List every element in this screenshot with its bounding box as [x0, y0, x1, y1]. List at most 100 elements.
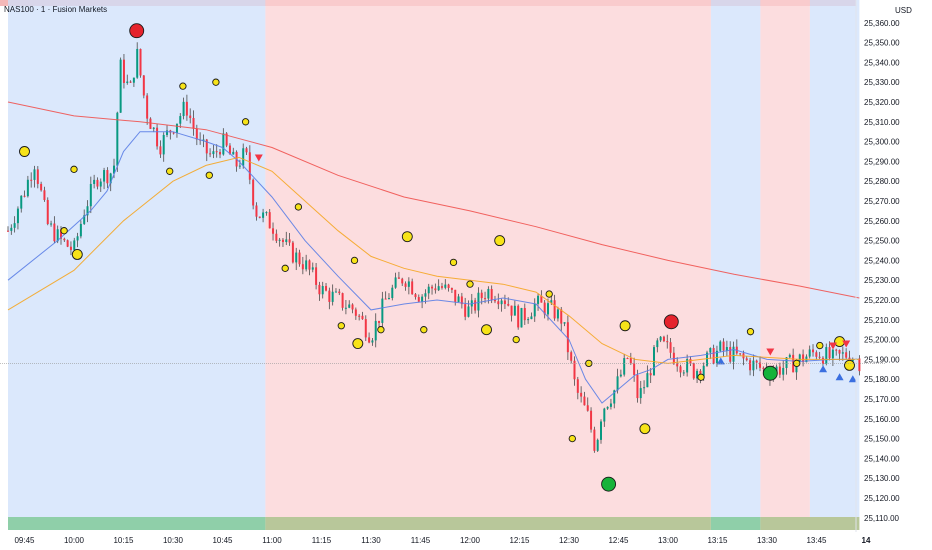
- candle-body: [397, 277, 400, 279]
- candle-body: [431, 286, 434, 289]
- candle-body: [265, 212, 268, 214]
- price-tick-label: 25,280.00: [864, 177, 900, 186]
- candle-body: [523, 308, 526, 321]
- candle-body: [540, 295, 543, 303]
- signal-dot-dot_yellow: [449, 258, 458, 267]
- price-tick-label: 25,170.00: [864, 395, 900, 404]
- price-tick-label: 25,350.00: [864, 39, 900, 48]
- time-tick-label: 13:15: [707, 536, 728, 545]
- candle-body: [245, 148, 248, 153]
- signal-dot-dot_yellow: [420, 326, 428, 334]
- candle-body: [490, 288, 493, 301]
- candle-body: [341, 293, 344, 308]
- price-tick-label: 25,210.00: [864, 316, 900, 325]
- signal-dot-dot_yellow: [166, 167, 174, 175]
- candle-body: [609, 403, 612, 407]
- candle-body: [566, 322, 569, 353]
- candle-body: [33, 169, 36, 180]
- buy-triangle-marker: [835, 373, 844, 381]
- price-tick-label: 25,300.00: [864, 138, 900, 147]
- candle-body: [344, 307, 347, 309]
- candle-body: [696, 370, 699, 379]
- signal-dot-dot_yellow: [241, 118, 250, 126]
- price-tick-label: 25,120.00: [864, 494, 900, 503]
- candle-body: [46, 199, 49, 225]
- buy-triangle-marker: [716, 357, 725, 365]
- time-tick-label: 10:30: [163, 536, 184, 545]
- candle-body: [146, 95, 149, 119]
- time-tick-label: 14: [862, 536, 871, 545]
- candle-body: [156, 127, 159, 147]
- signal-dot-dot_green: [762, 365, 778, 381]
- signal-dot-dot_yellow: [212, 78, 220, 86]
- candle-body: [556, 309, 559, 319]
- candle-body: [646, 373, 649, 388]
- candle-body: [248, 152, 251, 180]
- candle-body: [838, 350, 841, 354]
- time-tick-label: 10:15: [113, 536, 134, 545]
- candle-body: [434, 288, 437, 291]
- candle-body: [351, 304, 354, 310]
- candle-body: [318, 284, 321, 295]
- candle-body: [381, 298, 384, 323]
- signal-dot-dot_yellow: [401, 231, 413, 243]
- candle-body: [106, 170, 109, 184]
- candle-body: [580, 392, 583, 397]
- candle-body: [546, 303, 549, 315]
- time-tick-label: 12:15: [509, 536, 530, 545]
- candle-body: [576, 379, 579, 393]
- candle-body: [152, 127, 155, 129]
- price-tick-label: 25,130.00: [864, 474, 900, 483]
- candle-body: [639, 388, 642, 399]
- candle-body: [606, 406, 609, 409]
- candle-body: [722, 341, 725, 351]
- candle-body: [553, 300, 556, 319]
- candle-body: [172, 132, 175, 134]
- candle-body: [315, 267, 318, 285]
- price-tick-label: 25,220.00: [864, 296, 900, 305]
- candle-body: [126, 81, 129, 83]
- candle-body: [179, 116, 182, 124]
- candle-body: [507, 303, 510, 306]
- candle-body: [129, 81, 132, 83]
- candle-body: [16, 208, 19, 224]
- candle-body: [401, 278, 404, 284]
- candle-body: [533, 303, 536, 317]
- candle-body: [798, 354, 801, 362]
- price-tick-label: 25,360.00: [864, 19, 900, 28]
- candle-body: [189, 115, 192, 119]
- candle-body: [629, 358, 632, 364]
- candle-body: [563, 322, 566, 324]
- candle-body: [136, 48, 139, 78]
- candle-body: [404, 283, 407, 287]
- time-tick-label: 13:45: [806, 536, 827, 545]
- session-strip-2: [710, 517, 761, 530]
- candle-body: [76, 236, 79, 241]
- moving-averages: [7, 101, 860, 404]
- sell-triangle-marker: [766, 348, 775, 356]
- candle-body: [649, 373, 652, 376]
- candle-body: [258, 216, 261, 218]
- candle-body: [719, 341, 722, 351]
- candle-body: [116, 112, 119, 166]
- candle-body: [99, 181, 102, 187]
- candle-body: [424, 293, 427, 297]
- candle-body: [603, 408, 606, 422]
- time-tick-label: 10:00: [64, 536, 85, 545]
- candle-body: [268, 212, 271, 229]
- candle-body: [192, 118, 195, 129]
- candle-body: [209, 153, 212, 155]
- candle-body: [550, 300, 553, 304]
- candle-body: [232, 151, 235, 155]
- candle-body: [464, 304, 467, 317]
- time-tick-label: 13:30: [757, 536, 778, 545]
- time-axis[interactable]: 09:45 10:00 10:15 10:30 10:45 11:00 11:15 11:30…: [14, 536, 871, 545]
- candle-body: [626, 358, 629, 360]
- candle-body: [749, 360, 752, 371]
- candle-body: [20, 195, 23, 209]
- price-axis[interactable]: 25,360.00 25,350.00 25,340.00 25,330.00 25,3…: [864, 19, 900, 523]
- signal-dot-dot_yellow: [294, 203, 303, 211]
- time-tick-label: 11:45: [411, 536, 431, 545]
- candle-body: [89, 183, 92, 207]
